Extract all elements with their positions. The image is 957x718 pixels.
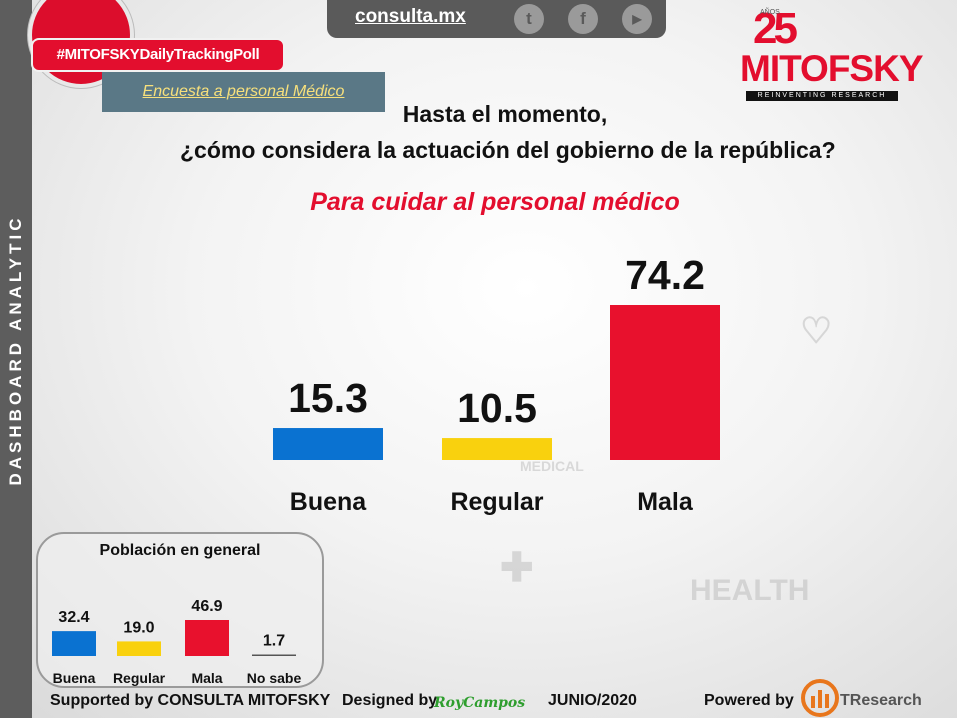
mini-value-label-no-sabe: 1.7 <box>263 633 285 650</box>
mini-value-label-regular: 19.0 <box>123 619 154 636</box>
mitofsky-logo: 25 AÑOS MITOFSKY REINVENTING RESEARCH <box>740 4 923 101</box>
footer-designed-by: Designed by <box>342 692 438 709</box>
mini-category-label-no-sabe: No sabe <box>247 670 302 686</box>
survey-question: Hasta el momento, ¿cómo considera la act… <box>180 96 836 168</box>
bar-buena <box>273 428 383 460</box>
logo-years-label: AÑOS <box>760 9 780 16</box>
mini-category-label-regular: Regular <box>113 670 166 686</box>
chart-title: Para cuidar al personal médico <box>310 188 680 216</box>
background-health-word: HEALTH <box>690 574 810 607</box>
logo-tagline: REINVENTING RESEARCH <box>746 91 898 101</box>
facebook-icon[interactable]: f <box>568 4 598 34</box>
footer-date: JUNIO/2020 <box>548 692 637 709</box>
mini-category-label-mala: Mala <box>191 670 222 686</box>
mini-value-label-buena: 32.4 <box>58 609 89 626</box>
tresearch-logo-icon <box>801 679 839 717</box>
bar-regular <box>442 438 552 460</box>
logo-years-number: 25 <box>753 4 798 53</box>
footer-brand: TResearch <box>840 692 922 709</box>
category-label-mala: Mala <box>637 488 694 516</box>
value-label-mala: 74.2 <box>625 252 705 298</box>
top-bar: consulta.mx t f ▶ <box>327 0 666 38</box>
background-heartbeat-icon: ♡ <box>800 310 833 351</box>
value-label-buena: 15.3 <box>288 375 368 421</box>
youtube-icon[interactable]: ▶ <box>622 4 652 34</box>
mini-bar-regular <box>117 641 161 656</box>
mini-bar-buena <box>52 631 96 656</box>
question-line-2: ¿cómo considera la actuación del gobiern… <box>180 137 836 163</box>
footer-designer: RoyCampos <box>434 695 526 711</box>
question-line-1: Hasta el momento, <box>402 101 608 127</box>
value-label-regular: 10.5 <box>457 385 537 431</box>
background-medical-word: MEDICAL <box>520 458 584 474</box>
bar-mala <box>610 305 720 460</box>
panel-title: Población en general <box>99 542 261 559</box>
footer-powered-by: Powered by <box>704 692 794 709</box>
mini-value-label-mala: 46.9 <box>191 598 222 615</box>
mini-bar-no-sabe <box>252 654 296 656</box>
mini-bar-mala <box>185 620 229 656</box>
category-label-buena: Buena <box>290 488 368 516</box>
left-sidebar: DASHBOARD ANALYTIC <box>0 0 32 718</box>
twitter-icon[interactable]: t <box>514 4 544 34</box>
hashtag-badge: #MITOFSKYDailyTrackingPoll <box>31 38 285 72</box>
survey-badge: Encuesta a personal Médico <box>102 72 385 112</box>
background-cross-icon: ✚ <box>500 546 534 590</box>
logo-brand: MITOFSKY <box>740 48 923 89</box>
category-label-regular: Regular <box>450 488 543 516</box>
footer-supported: Supported by CONSULTA MITOFSKY <box>50 692 331 709</box>
mini-category-label-buena: Buena <box>53 670 96 686</box>
consulta-link[interactable]: consulta.mx <box>355 6 466 27</box>
footer: Supported by CONSULTA MITOFSKY Designed … <box>0 688 957 718</box>
general-population-panel: Población en general <box>36 532 324 688</box>
